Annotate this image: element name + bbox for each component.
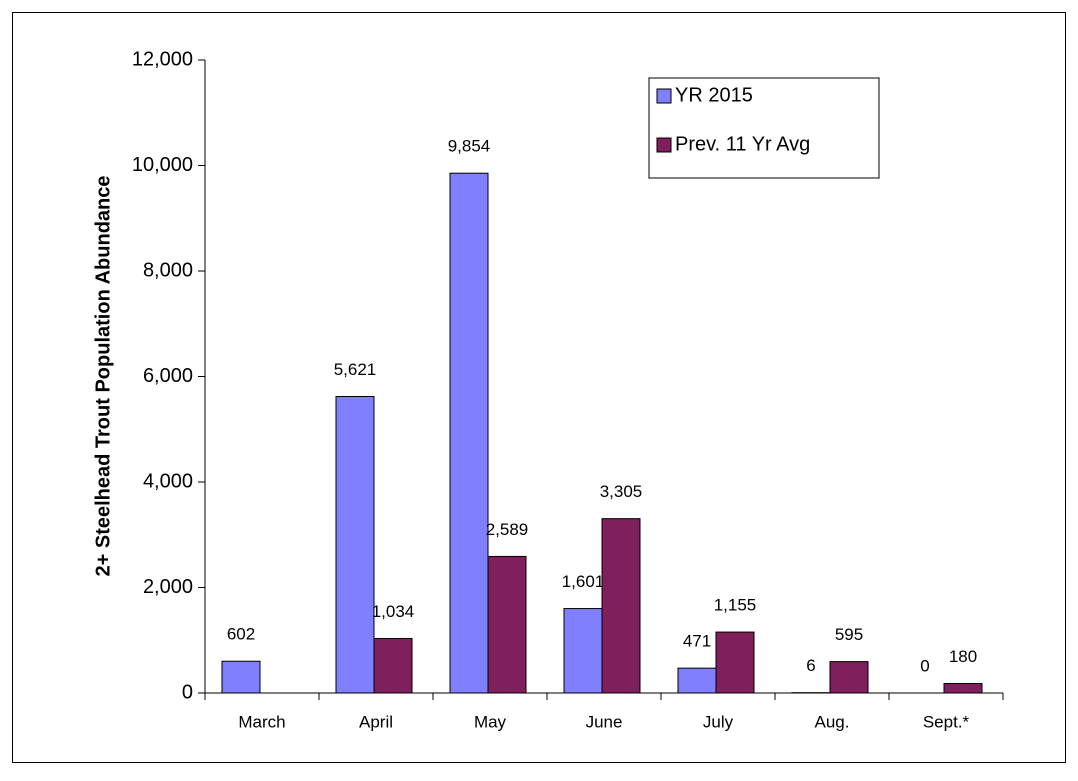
x-tick-label: June bbox=[586, 712, 623, 731]
value-label: 3,305 bbox=[600, 482, 643, 501]
x-tick-label: Aug. bbox=[815, 712, 850, 731]
bar bbox=[602, 519, 640, 693]
y-tick-label: 4,000 bbox=[143, 470, 193, 492]
bar bbox=[678, 668, 716, 693]
y-tick-label: 0 bbox=[182, 681, 193, 703]
bar bbox=[374, 638, 412, 693]
bar bbox=[488, 556, 526, 693]
value-label: 1,155 bbox=[714, 596, 757, 615]
chart-frame bbox=[13, 13, 1066, 763]
bar bbox=[716, 632, 754, 693]
value-label: 0 bbox=[920, 656, 929, 675]
value-label: 5,621 bbox=[334, 360, 377, 379]
x-tick-label: May bbox=[474, 712, 507, 731]
bar bbox=[450, 173, 488, 693]
x-tick-label: Sept.* bbox=[923, 712, 970, 731]
bar bbox=[336, 396, 374, 693]
bar bbox=[944, 684, 982, 693]
legend-label: YR 2015 bbox=[675, 84, 753, 106]
value-label: 602 bbox=[227, 625, 255, 644]
value-label: 180 bbox=[949, 647, 977, 666]
value-label: 9,854 bbox=[448, 137, 491, 156]
value-label: 1,601 bbox=[562, 572, 605, 591]
y-tick-label: 6,000 bbox=[143, 365, 193, 387]
y-tick-label: 12,000 bbox=[132, 48, 193, 70]
y-tick-label: 2,000 bbox=[143, 576, 193, 598]
bar bbox=[830, 662, 868, 693]
value-label: 6 bbox=[806, 656, 815, 675]
legend-swatch bbox=[657, 89, 671, 103]
x-tick-label: April bbox=[359, 712, 393, 731]
value-label: 2,589 bbox=[486, 520, 529, 539]
y-axis-label: 2+ Steelhead Trout Population Abundance bbox=[92, 176, 114, 577]
bar bbox=[564, 609, 602, 693]
value-label: 595 bbox=[835, 625, 863, 644]
x-tick-label: March bbox=[238, 712, 285, 731]
value-label: 471 bbox=[683, 632, 711, 651]
legend-swatch bbox=[657, 138, 671, 152]
bar bbox=[222, 661, 260, 693]
value-label: 1,034 bbox=[372, 602, 415, 621]
legend-label: Prev. 11 Yr Avg bbox=[675, 133, 810, 155]
y-tick-label: 8,000 bbox=[143, 259, 193, 281]
y-tick-label: 10,000 bbox=[132, 154, 193, 176]
x-tick-label: July bbox=[703, 712, 734, 731]
